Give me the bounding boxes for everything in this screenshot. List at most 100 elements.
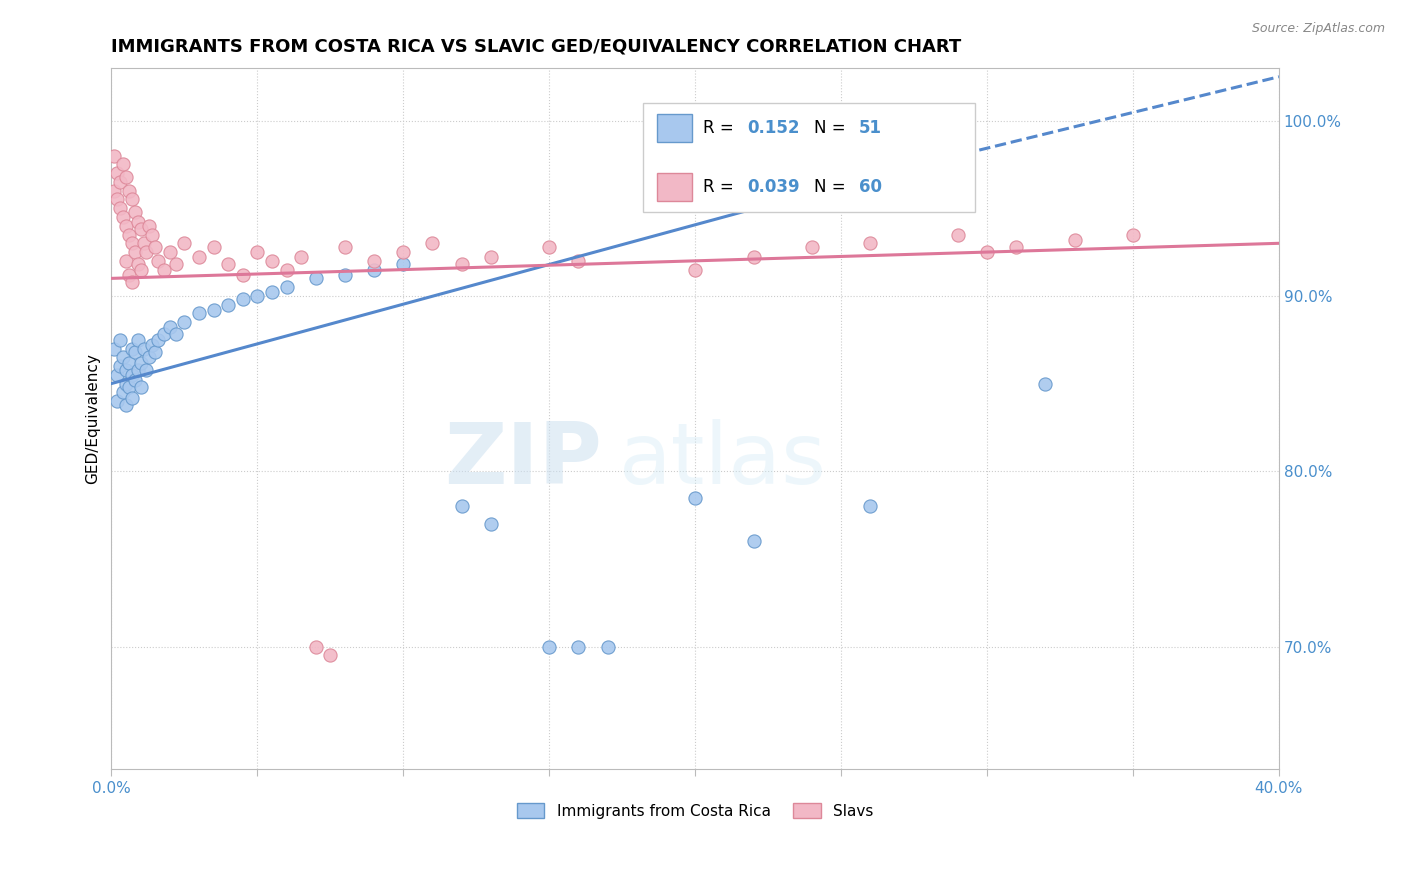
Point bbox=[105, 394, 128, 409]
Point bbox=[246, 289, 269, 303]
Point bbox=[115, 376, 138, 391]
Bar bbox=[657, 113, 692, 142]
Point bbox=[319, 648, 342, 663]
Point bbox=[108, 333, 131, 347]
Point bbox=[132, 342, 155, 356]
Point bbox=[859, 236, 882, 251]
Point bbox=[115, 398, 138, 412]
Point bbox=[118, 227, 141, 242]
Point bbox=[143, 240, 166, 254]
Point bbox=[146, 253, 169, 268]
Text: N =: N = bbox=[814, 119, 851, 136]
Point bbox=[129, 380, 152, 394]
Point bbox=[538, 640, 561, 654]
Point bbox=[135, 362, 157, 376]
Point bbox=[479, 250, 502, 264]
Point bbox=[112, 385, 135, 400]
Point bbox=[1122, 227, 1144, 242]
Point bbox=[121, 236, 143, 251]
Point bbox=[217, 257, 239, 271]
Point bbox=[115, 169, 138, 184]
Text: Source: ZipAtlas.com: Source: ZipAtlas.com bbox=[1251, 22, 1385, 36]
Point bbox=[1035, 376, 1057, 391]
Point bbox=[173, 236, 195, 251]
Point bbox=[112, 210, 135, 224]
Point bbox=[159, 320, 181, 334]
Point bbox=[392, 245, 415, 260]
Point bbox=[276, 280, 298, 294]
Point bbox=[683, 491, 706, 505]
Point bbox=[105, 166, 128, 180]
Point bbox=[108, 201, 131, 215]
Point bbox=[1005, 240, 1028, 254]
Point bbox=[450, 500, 472, 514]
Point bbox=[121, 342, 143, 356]
Point bbox=[103, 342, 125, 356]
Point bbox=[108, 175, 131, 189]
Point bbox=[246, 245, 269, 260]
Point bbox=[108, 359, 131, 373]
Point bbox=[124, 204, 146, 219]
Point bbox=[129, 222, 152, 236]
Point bbox=[392, 257, 415, 271]
Point bbox=[124, 373, 146, 387]
Point bbox=[363, 253, 385, 268]
Point bbox=[146, 333, 169, 347]
Point bbox=[127, 215, 149, 229]
Point bbox=[567, 640, 589, 654]
Point bbox=[118, 380, 141, 394]
Point bbox=[129, 355, 152, 369]
Point bbox=[188, 250, 211, 264]
FancyBboxPatch shape bbox=[643, 103, 976, 211]
Point bbox=[742, 534, 765, 549]
Point bbox=[124, 345, 146, 359]
Point bbox=[479, 516, 502, 531]
Point bbox=[141, 227, 163, 242]
Point bbox=[103, 184, 125, 198]
Point bbox=[202, 240, 225, 254]
Point bbox=[450, 257, 472, 271]
Text: R =: R = bbox=[703, 119, 740, 136]
Legend: Immigrants from Costa Rica, Slavs: Immigrants from Costa Rica, Slavs bbox=[510, 797, 880, 825]
Point bbox=[138, 219, 160, 233]
Point bbox=[188, 306, 211, 320]
Y-axis label: GED/Equivalency: GED/Equivalency bbox=[86, 353, 100, 484]
Point bbox=[290, 250, 312, 264]
Text: 51: 51 bbox=[859, 119, 882, 136]
Point bbox=[103, 148, 125, 162]
Point bbox=[683, 262, 706, 277]
Point bbox=[105, 193, 128, 207]
Point bbox=[800, 240, 823, 254]
Point bbox=[121, 275, 143, 289]
Point bbox=[121, 193, 143, 207]
Point bbox=[165, 257, 187, 271]
Point bbox=[129, 262, 152, 277]
Text: atlas: atlas bbox=[619, 419, 827, 502]
Text: N =: N = bbox=[814, 178, 851, 196]
Point bbox=[153, 262, 176, 277]
Text: IMMIGRANTS FROM COSTA RICA VS SLAVIC GED/EQUIVALENCY CORRELATION CHART: IMMIGRANTS FROM COSTA RICA VS SLAVIC GED… bbox=[111, 37, 962, 55]
Point bbox=[118, 184, 141, 198]
Point bbox=[118, 355, 141, 369]
Point bbox=[202, 302, 225, 317]
Point bbox=[1063, 233, 1085, 247]
Point bbox=[153, 327, 176, 342]
Point bbox=[127, 362, 149, 376]
Point bbox=[422, 236, 444, 251]
Text: ZIP: ZIP bbox=[444, 419, 602, 502]
Point bbox=[127, 257, 149, 271]
Point bbox=[567, 253, 589, 268]
Point bbox=[217, 298, 239, 312]
Bar bbox=[657, 173, 692, 202]
Point bbox=[132, 236, 155, 251]
Point bbox=[141, 338, 163, 352]
Point bbox=[742, 250, 765, 264]
Point bbox=[232, 293, 254, 307]
Point bbox=[232, 268, 254, 282]
Point bbox=[115, 362, 138, 376]
Point bbox=[118, 268, 141, 282]
Point bbox=[165, 327, 187, 342]
Point bbox=[260, 285, 283, 300]
Point bbox=[976, 245, 998, 260]
Point bbox=[115, 253, 138, 268]
